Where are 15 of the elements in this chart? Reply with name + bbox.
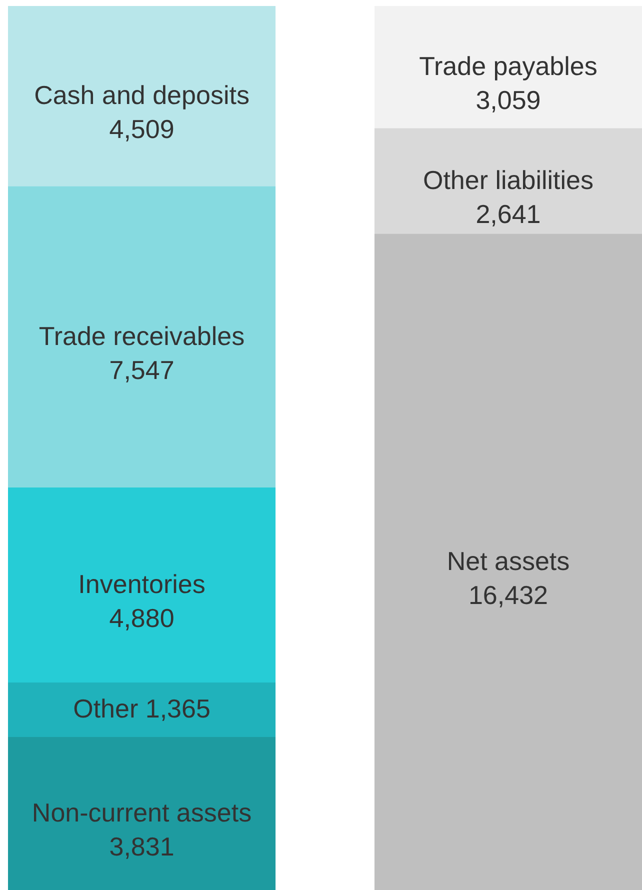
data-label: 3,831: [109, 831, 174, 862]
text: Other 1,365: [73, 694, 210, 724]
series-label: Trade receivables: [38, 320, 245, 351]
data-label: 2,641: [476, 198, 541, 229]
series-label: Inventories: [78, 569, 206, 599]
series-label: Non-current assets: [32, 797, 252, 828]
data-label: 3,059: [476, 85, 541, 116]
series-label: Cash and deposits: [34, 80, 250, 110]
series-label: Trade payables: [419, 51, 598, 82]
data-label: 4,880: [109, 603, 174, 633]
data-label: 4,509: [109, 114, 174, 144]
series-label: Other liabilities: [422, 164, 594, 195]
data-label: 7,547: [109, 354, 174, 385]
data-label: 16,432: [468, 580, 548, 610]
series-label: Net assets: [446, 546, 570, 576]
